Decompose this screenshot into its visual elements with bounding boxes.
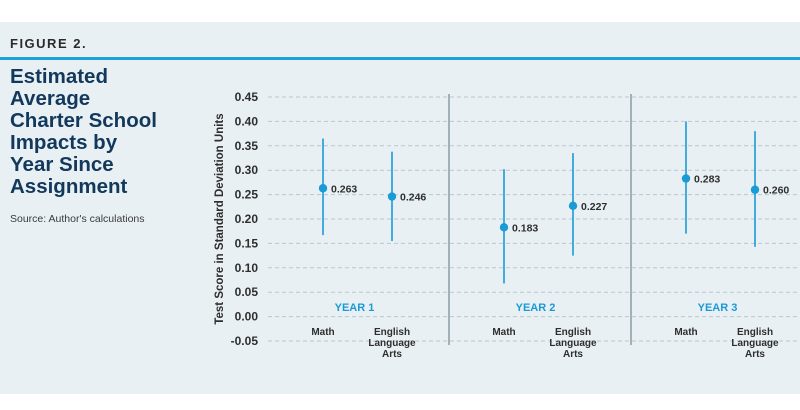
data-label: 0.183 [512,222,538,234]
data-point [750,185,760,194]
y-tick-label: 0.05 [235,285,259,299]
y-axis-title: Test Score in Standard Deviation Units [214,113,226,324]
data-label: 0.227 [581,201,607,213]
y-tick-label: 0.10 [235,261,259,275]
data-label: 0.246 [400,192,426,204]
source-note: Source: Author's calculations [10,213,145,225]
group-label: YEAR 3 [698,302,738,314]
figure-label: FIGURE 2. [10,36,88,51]
chart-title: Estimated Average Charter School Impacts… [10,65,157,198]
y-tick-label: -0.05 [231,334,259,348]
y-tick-label: 0.45 [235,90,259,104]
group-label: YEAR 2 [516,302,556,314]
data-point [318,184,328,193]
y-tick-label: 0.25 [235,188,259,202]
x-category-label: English Language Arts [549,327,597,360]
x-category-label: English Language Arts [368,327,416,360]
data-label: 0.283 [694,173,720,185]
y-tick-label: 0.15 [235,236,259,250]
y-tick-label: 0.40 [235,114,259,128]
x-category-label: Math [311,327,334,338]
y-tick-label: 0.20 [235,212,259,226]
x-category-label: English Language Arts [731,327,779,360]
x-category-label: Math [674,327,697,338]
data-label: 0.260 [763,185,789,197]
data-label: 0.263 [331,183,357,195]
data-point [681,174,691,183]
y-tick-label: 0.35 [235,139,259,153]
y-tick-label: 0.30 [235,163,259,177]
x-category-label: Math [492,327,515,338]
data-point [387,192,397,201]
data-point [499,223,509,232]
group-label: YEAR 1 [335,302,375,314]
y-tick-label: 0.00 [235,310,259,324]
figure-panel [0,22,800,394]
data-point [568,201,578,211]
accent-rule [0,57,800,60]
